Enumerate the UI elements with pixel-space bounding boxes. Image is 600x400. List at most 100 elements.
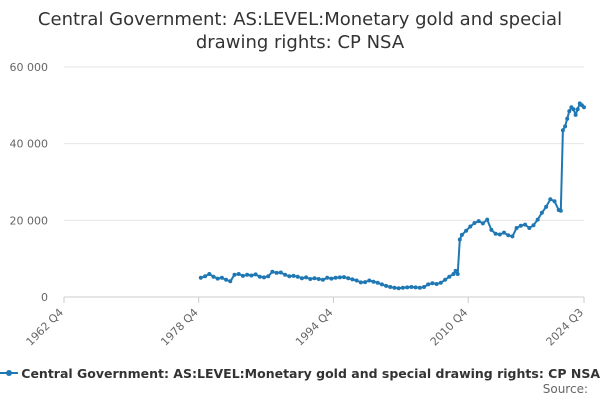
data-point <box>388 285 393 289</box>
data-point <box>291 273 296 278</box>
data-point <box>375 280 380 285</box>
data-point <box>405 285 410 290</box>
chart-title-line-1: Central Government: AS:LEVEL:Monetary go… <box>37 9 563 30</box>
data-point <box>544 204 549 209</box>
data-point <box>329 276 334 281</box>
data-point <box>558 208 563 213</box>
data-point <box>304 275 309 280</box>
data-point <box>567 109 572 114</box>
source-note: Source: <box>542 382 588 396</box>
data-point <box>573 112 578 117</box>
chart-title: Central Government: AS:LEVEL:Monetary go… <box>0 8 600 54</box>
y-tick-label: 0 <box>41 291 48 304</box>
data-point <box>502 230 506 235</box>
data-point <box>539 210 544 215</box>
data-point <box>523 222 528 227</box>
data-point <box>354 278 359 283</box>
series-layer <box>198 101 586 291</box>
data-point <box>203 274 208 279</box>
data-point <box>283 272 288 277</box>
data-point <box>346 276 351 281</box>
axes: 0 20 000 40 000 60 000 1962 Q4 1978 Q4 1994 Q4… <box>10 61 587 348</box>
data-point <box>219 275 224 280</box>
x-tick-label: 1978 Q4 <box>158 306 201 349</box>
legend-label: Central Government: AS:LEVEL:Monetary go… <box>21 365 600 381</box>
legend[interactable]: Central Government: AS:LEVEL:Monetary go… <box>0 362 600 384</box>
data-point <box>224 277 229 282</box>
data-point <box>563 124 568 129</box>
data-point <box>438 280 443 285</box>
data-point <box>371 279 376 284</box>
data-point <box>245 272 250 277</box>
data-point <box>333 275 338 280</box>
data-point <box>270 269 275 274</box>
data-point <box>514 226 519 230</box>
legend-swatch <box>0 368 18 378</box>
data-point <box>531 223 536 228</box>
data-point <box>565 116 570 121</box>
data-point <box>211 274 216 279</box>
data-point <box>278 270 283 275</box>
y-tick-label: 20 000 <box>10 214 49 227</box>
data-point <box>417 285 422 290</box>
gridlines <box>64 66 584 221</box>
data-point <box>253 272 258 277</box>
data-point <box>236 272 241 276</box>
data-point <box>506 233 511 238</box>
data-point <box>337 275 342 280</box>
data-point <box>527 226 532 230</box>
data-point <box>480 221 485 226</box>
data-point <box>560 128 565 133</box>
legend-marker-icon <box>6 370 12 376</box>
data-point <box>451 272 456 276</box>
data-point <box>489 227 494 232</box>
data-point <box>476 219 481 224</box>
data-point <box>228 279 233 284</box>
data-point <box>384 283 389 288</box>
x-tick-label: 2024 Q3 <box>544 306 587 349</box>
data-point <box>575 107 580 112</box>
data-point <box>413 285 418 290</box>
data-point <box>430 281 435 286</box>
data-point <box>426 282 431 287</box>
data-point <box>472 221 477 225</box>
x-tick-label: 1962 Q4 <box>24 306 67 349</box>
data-point <box>464 228 469 233</box>
data-point <box>295 274 300 279</box>
data-point <box>342 275 346 280</box>
data-point <box>299 276 304 281</box>
data-point <box>308 277 313 281</box>
data-point <box>240 273 245 278</box>
data-point <box>274 270 279 275</box>
data-point <box>367 278 372 283</box>
data-point <box>316 277 321 281</box>
data-point <box>215 276 220 281</box>
data-point <box>325 275 330 280</box>
data-point <box>266 274 271 279</box>
data-point <box>422 285 426 289</box>
data-point <box>457 237 462 242</box>
data-point <box>518 223 523 228</box>
data-point <box>207 272 212 276</box>
data-point <box>312 276 317 281</box>
data-point <box>262 275 266 280</box>
data-point <box>350 277 355 282</box>
data-point <box>497 232 502 237</box>
data-point <box>535 217 540 222</box>
data-point <box>232 272 237 277</box>
data-point <box>257 274 262 279</box>
data-point <box>485 217 490 222</box>
data-point <box>571 107 576 112</box>
data-point <box>287 274 292 279</box>
data-point <box>552 199 557 204</box>
data-point <box>548 197 553 202</box>
data-point <box>434 282 439 286</box>
y-tick-label: 40 000 <box>10 138 49 151</box>
data-point <box>468 224 473 229</box>
chart-title-line-2: drawing rights: CP NSA <box>195 32 405 53</box>
data-point <box>510 234 515 239</box>
data-point <box>392 285 397 290</box>
data-point <box>400 285 405 290</box>
series-line <box>200 102 585 290</box>
